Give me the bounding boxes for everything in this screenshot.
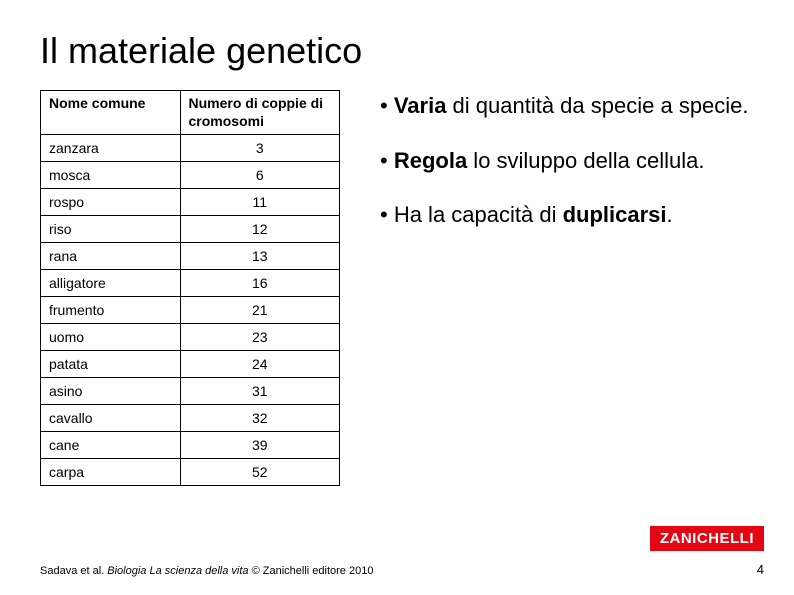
bullet-2-bold: Regola [394,148,467,173]
table-row: alligatore16 [41,270,340,297]
zanichelli-logo: ZANICHELLI [650,526,764,551]
table-row: riso12 [41,216,340,243]
table-cell-value: 32 [180,405,340,432]
table-row: asino31 [41,378,340,405]
table-row: rospo11 [41,189,340,216]
bullet-3-rest: . [667,202,673,227]
bullet-1-pre: • [380,93,394,118]
bullet-1: • Varia di quantità da specie a specie. [380,92,754,121]
table-header-value: Numero di coppie di cromosomi [180,91,340,135]
bullet-list: • Varia di quantità da specie a specie. … [380,90,754,256]
table-cell-value: 24 [180,351,340,378]
bullet-1-bold: Varia [394,93,447,118]
table-row: uomo23 [41,324,340,351]
table-row: cavallo32 [41,405,340,432]
chromosome-table-wrap: Nome comune Numero di coppie di cromosom… [40,90,340,486]
table-cell-name: mosca [41,162,181,189]
content-row: Nome comune Numero di coppie di cromosom… [40,90,754,486]
table-row: carpa52 [41,459,340,486]
table-cell-name: asino [41,378,181,405]
table-cell-name: alligatore [41,270,181,297]
table-cell-value: 39 [180,432,340,459]
table-cell-name: frumento [41,297,181,324]
bullet-2: • Regola lo sviluppo della cellula. [380,147,754,176]
table-cell-name: cane [41,432,181,459]
table-row: patata24 [41,351,340,378]
footer-author: Sadava et al. [40,565,107,577]
table-cell-name: rana [41,243,181,270]
table-cell-value: 21 [180,297,340,324]
table-cell-value: 11 [180,189,340,216]
page-number: 4 [757,562,764,577]
table-cell-name: zanzara [41,135,181,162]
table-header-name: Nome comune [41,91,181,135]
table-row: rana13 [41,243,340,270]
table-cell-value: 6 [180,162,340,189]
table-row: zanzara3 [41,135,340,162]
bullet-2-pre: • [380,148,394,173]
table-cell-name: cavallo [41,405,181,432]
slide-title: Il materiale genetico [40,30,754,72]
table-cell-value: 3 [180,135,340,162]
footer-title-italic: Biologia La scienza della vita [107,565,248,577]
bullet-2-rest: lo sviluppo della cellula. [467,148,704,173]
table-cell-value: 52 [180,459,340,486]
bullet-3-pre: • Ha la capacità di [380,202,563,227]
table-cell-value: 23 [180,324,340,351]
table-cell-name: uomo [41,324,181,351]
bullet-3-bold: duplicarsi [563,202,667,227]
footer-publisher: © Zanichelli editore 2010 [249,565,374,577]
bullet-3: • Ha la capacità di duplicarsi. [380,201,754,230]
table-cell-value: 16 [180,270,340,297]
table-cell-value: 12 [180,216,340,243]
table-row: cane39 [41,432,340,459]
table-cell-name: riso [41,216,181,243]
table-cell-value: 13 [180,243,340,270]
table-cell-name: carpa [41,459,181,486]
table-row: frumento21 [41,297,340,324]
table-cell-value: 31 [180,378,340,405]
bullet-1-rest: di quantità da specie a specie. [446,93,748,118]
table-cell-name: rospo [41,189,181,216]
table-cell-name: patata [41,351,181,378]
table-row: mosca6 [41,162,340,189]
chromosome-table: Nome comune Numero di coppie di cromosom… [40,90,340,486]
footer-citation: Sadava et al. Biologia La scienza della … [40,565,373,577]
